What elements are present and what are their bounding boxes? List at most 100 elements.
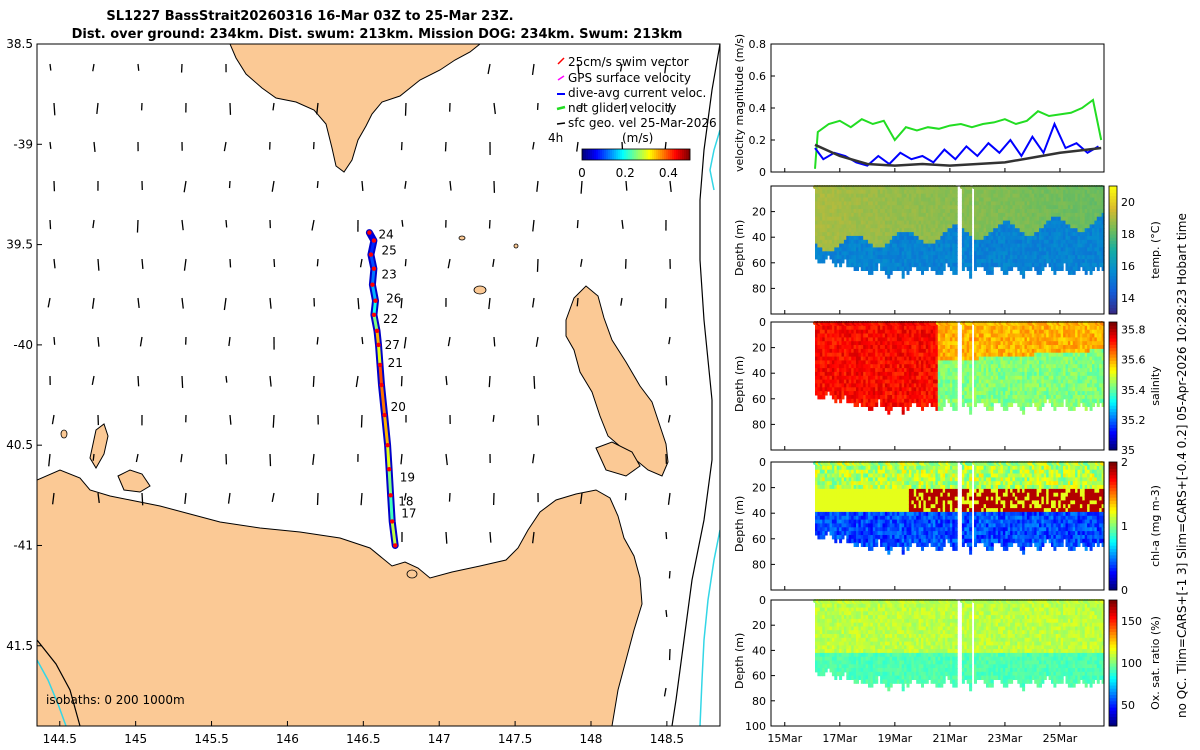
section-cell bbox=[1000, 383, 1004, 388]
section-cell bbox=[856, 255, 859, 260]
track-point bbox=[370, 282, 375, 287]
section-cell bbox=[1031, 193, 1035, 199]
section-cell bbox=[882, 232, 886, 237]
section-cell bbox=[856, 266, 859, 271]
section-cell bbox=[995, 387, 999, 392]
section-cell bbox=[1000, 395, 1004, 400]
section-cell bbox=[928, 224, 932, 229]
section-cell bbox=[1087, 205, 1091, 210]
section-cell bbox=[952, 345, 956, 350]
section-cell bbox=[1063, 193, 1067, 199]
section-cell bbox=[1096, 205, 1100, 210]
section-cell bbox=[930, 341, 934, 346]
section-cell bbox=[1022, 232, 1026, 237]
section-cell bbox=[817, 205, 821, 210]
section-cell bbox=[889, 247, 893, 252]
section-cell bbox=[1007, 391, 1011, 396]
section-cell bbox=[913, 345, 917, 350]
section-cell bbox=[995, 255, 999, 260]
section-cell bbox=[1084, 193, 1088, 199]
section-cell bbox=[880, 212, 884, 218]
section-cell bbox=[930, 251, 934, 256]
section-cell bbox=[858, 220, 862, 225]
section-cell bbox=[1070, 193, 1074, 199]
section-cell bbox=[974, 333, 977, 338]
section-cell bbox=[819, 325, 823, 331]
section-cell bbox=[949, 189, 953, 195]
section-cell bbox=[841, 209, 845, 214]
section-cell bbox=[1084, 270, 1088, 275]
current-vector bbox=[619, 63, 623, 72]
land-islet-b bbox=[458, 235, 466, 241]
section-cell bbox=[1000, 348, 1004, 354]
section-cell bbox=[1046, 201, 1050, 206]
section-cell bbox=[904, 243, 908, 248]
section-cell bbox=[986, 239, 989, 245]
section-cell bbox=[824, 228, 828, 233]
section-cell bbox=[1084, 189, 1088, 195]
section-cell bbox=[942, 232, 946, 237]
section-cell bbox=[824, 255, 828, 260]
section-cell bbox=[1051, 259, 1054, 264]
track-point bbox=[367, 230, 372, 235]
section-cell bbox=[839, 356, 843, 361]
section-cell bbox=[1067, 239, 1071, 245]
section-cell bbox=[1000, 197, 1004, 202]
section-cell bbox=[966, 348, 970, 354]
section-cell bbox=[836, 259, 840, 264]
section-cell bbox=[870, 379, 874, 384]
section-cell bbox=[998, 371, 1001, 377]
section-cell bbox=[986, 375, 989, 381]
section-cell bbox=[925, 364, 929, 369]
section-cell bbox=[995, 375, 999, 381]
section-cell bbox=[834, 375, 838, 381]
section-cell bbox=[853, 251, 857, 256]
section-cell bbox=[935, 224, 939, 229]
section-cell bbox=[875, 341, 879, 346]
section-cell bbox=[945, 395, 949, 400]
section-cell bbox=[928, 360, 932, 365]
section-cell bbox=[860, 220, 864, 225]
section-cell bbox=[894, 391, 898, 396]
section-cell bbox=[1026, 193, 1030, 199]
section-cell bbox=[1084, 216, 1088, 222]
section-cell bbox=[937, 348, 941, 354]
section-cell bbox=[1096, 201, 1100, 206]
section-cell bbox=[860, 379, 864, 384]
section-cell bbox=[1063, 212, 1067, 218]
section-cell bbox=[988, 232, 992, 237]
section-cell bbox=[966, 375, 970, 381]
section-cell bbox=[966, 247, 970, 252]
section-cell bbox=[923, 398, 927, 404]
section-cell bbox=[884, 329, 888, 335]
section-cell bbox=[966, 383, 970, 388]
section-cell bbox=[894, 360, 898, 365]
section-cell bbox=[1002, 337, 1006, 342]
section-cell bbox=[923, 379, 927, 384]
section-cell bbox=[925, 360, 929, 365]
section-cell bbox=[1089, 197, 1093, 202]
section-cell bbox=[870, 232, 874, 237]
section-cell bbox=[834, 232, 838, 237]
section-cell bbox=[933, 259, 936, 264]
section-cell bbox=[990, 197, 994, 202]
section-cell bbox=[870, 262, 874, 268]
track-day-label: 26 bbox=[386, 292, 401, 306]
section-cell bbox=[1026, 209, 1030, 214]
section-cell bbox=[937, 228, 941, 233]
section-cell bbox=[827, 224, 831, 229]
section-colorbar-tick: 18 bbox=[1121, 228, 1135, 241]
section-cell bbox=[1019, 398, 1023, 404]
section-cell bbox=[1010, 224, 1014, 229]
section-cell bbox=[858, 383, 862, 388]
section-cell bbox=[954, 235, 958, 241]
section-cell bbox=[875, 387, 879, 392]
section-cell bbox=[942, 341, 946, 346]
section-cell bbox=[1043, 212, 1047, 218]
section-cell bbox=[906, 391, 910, 396]
current-vector bbox=[664, 63, 667, 74]
section-cell bbox=[954, 383, 958, 388]
section-cell bbox=[916, 325, 920, 331]
section-cell bbox=[863, 364, 867, 369]
section-cell bbox=[986, 356, 989, 361]
